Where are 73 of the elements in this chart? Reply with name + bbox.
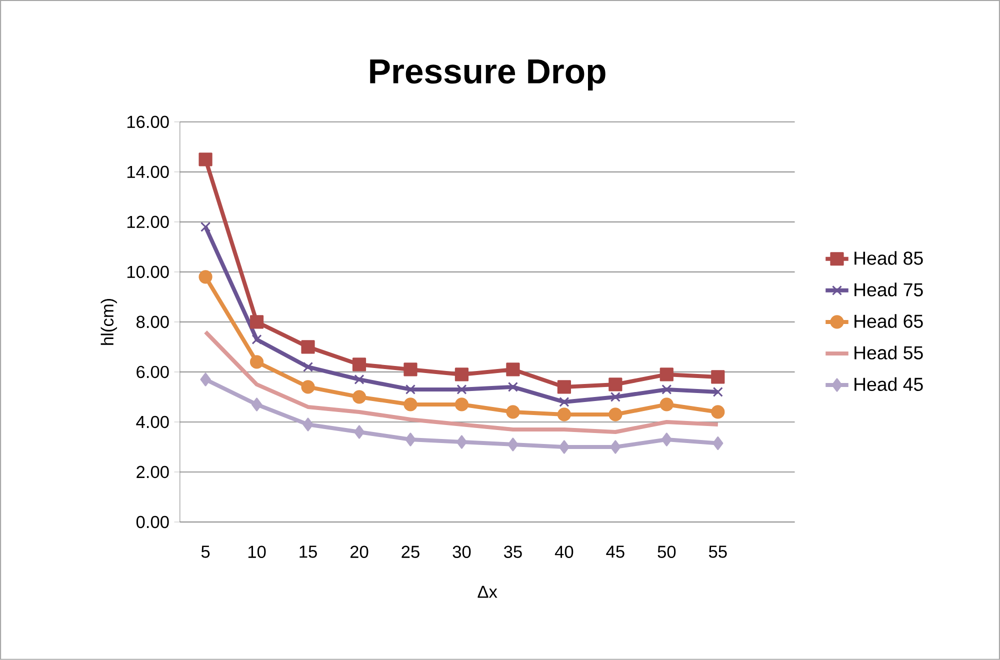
y-tick-label: 12.00 (127, 216, 169, 228)
legend-label: Head 55 (854, 346, 923, 360)
line-series (204, 330, 720, 434)
x-tick-label: 35 (504, 546, 522, 558)
y-tick-label: 16.00 (127, 116, 169, 128)
point (352, 390, 366, 404)
point (302, 418, 314, 432)
point (456, 384, 467, 395)
point (608, 408, 622, 422)
point (404, 362, 418, 376)
point (454, 368, 469, 382)
point (557, 380, 571, 394)
point (250, 315, 264, 329)
point (405, 384, 416, 395)
point (508, 382, 518, 392)
point (610, 392, 620, 402)
x-tick-label: 55 (708, 546, 727, 558)
point (508, 438, 518, 452)
point (198, 152, 212, 166)
y-tick-label: 10.00 (127, 266, 169, 278)
point (712, 436, 724, 450)
y-tick-label: 14.00 (127, 166, 169, 178)
point (301, 340, 315, 354)
legend-label: Head 85 (854, 251, 923, 265)
point (251, 398, 262, 412)
y-tick-label: 2.00 (136, 466, 169, 478)
point (250, 355, 264, 369)
point (558, 440, 570, 454)
point (301, 380, 315, 394)
x-tick-label: 25 (402, 546, 420, 558)
point (354, 425, 365, 439)
x-tick-label: 50 (658, 546, 676, 558)
point (660, 368, 674, 382)
point (354, 374, 364, 385)
point (200, 372, 211, 386)
point (506, 405, 520, 419)
point (557, 408, 571, 422)
x-axis-title: Δx (478, 586, 498, 598)
point (559, 396, 570, 408)
point (610, 440, 621, 454)
point (198, 270, 212, 284)
point (660, 398, 674, 412)
y-tick-label: 8.00 (136, 316, 169, 328)
point (252, 334, 262, 345)
legend-label: Head 45 (854, 377, 923, 392)
y-tick-label: 0.00 (136, 516, 169, 528)
y-axis-title: hl(cm) (100, 298, 117, 345)
point (712, 386, 723, 398)
x-tick-label: 10 (248, 546, 266, 558)
y-tick-label: 4.00 (136, 416, 169, 428)
point (302, 362, 314, 372)
point (711, 370, 725, 384)
point (661, 432, 672, 446)
x-tick-label: 30 (452, 546, 471, 558)
y-tick-label: 6.00 (136, 366, 169, 378)
legend-label: Head 65 (854, 314, 923, 328)
x-tick-label: 20 (350, 546, 368, 558)
point (405, 432, 416, 446)
chart-title: Pressure Drop (370, 59, 606, 91)
x-tick-label: 40 (554, 546, 574, 558)
point (456, 435, 468, 449)
point (454, 398, 469, 412)
point (352, 358, 366, 372)
x-tick-label: 45 (606, 546, 624, 558)
point (608, 378, 622, 392)
x-tick-label: 15 (300, 546, 317, 558)
point (506, 362, 520, 376)
point (404, 398, 418, 412)
point (711, 405, 725, 419)
x-tick-label: 5 (201, 546, 210, 558)
point (200, 222, 211, 232)
point (662, 384, 672, 395)
legend-label: Head 75 (854, 282, 923, 296)
